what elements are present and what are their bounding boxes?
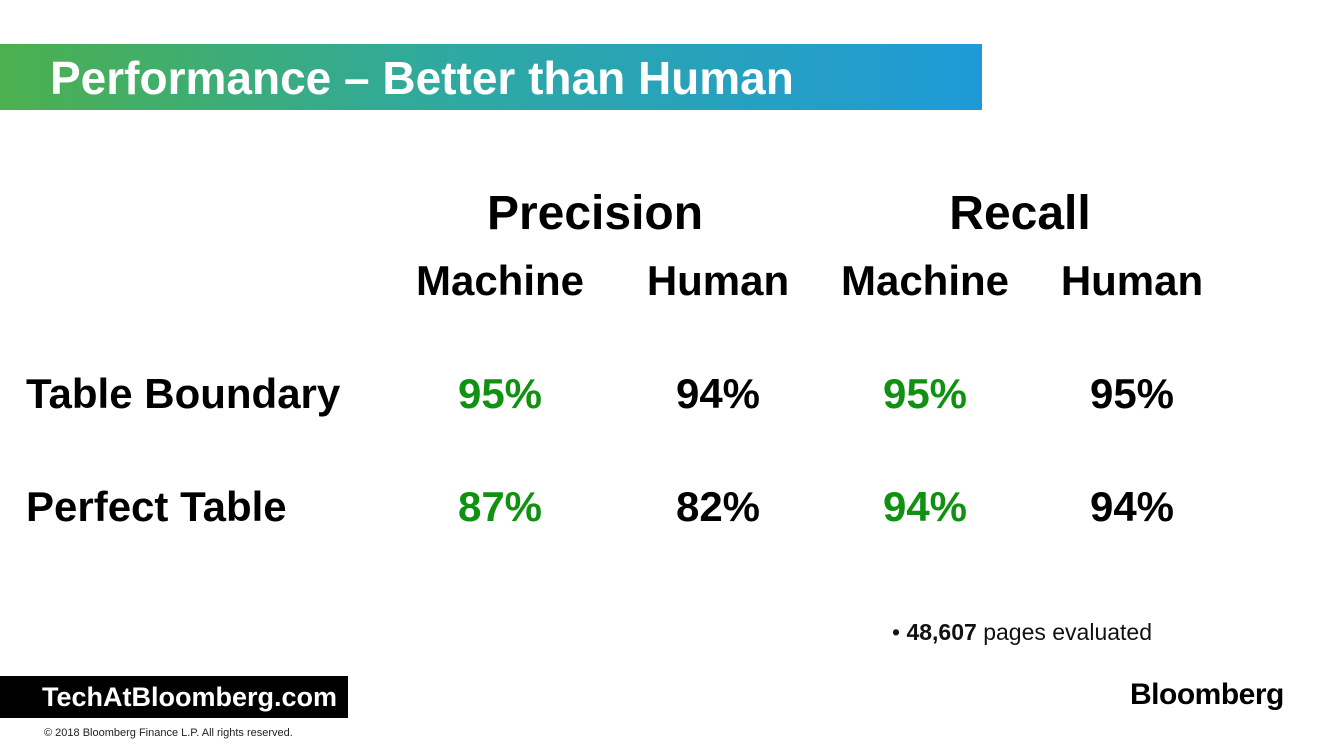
perfect-table-recall-human: 94% [1089,483,1175,530]
table-boundary-recall-human: 95% [1089,370,1175,417]
precision-header: Precision [486,187,704,240]
perfect-table-precision-human: 82% [675,483,761,530]
bloomberg-logo: Bloomberg [1130,678,1284,711]
table-boundary-precision-human: 94% [675,370,761,417]
row-label-perfect-table: Perfect Table [26,483,287,530]
precision-human-header: Human [646,257,790,304]
tech-site-link[interactable]: TechAtBloomberg.com [42,682,338,712]
table-boundary-precision-machine: 95% [457,370,543,417]
tech-site-banner [0,676,348,718]
note-text: pages evaluated [976,619,1153,645]
pages-evaluated-note: • 48,607 pages evaluated [892,617,1152,647]
copyright-notice: © 2018 Bloomberg Finance L.P. All rights… [44,727,293,739]
recall-header: Recall [949,187,1091,240]
perfect-table-recall-machine: 94% [882,483,968,530]
pages-count: 48,607 [906,619,977,645]
table-boundary-recall-machine: 95% [882,370,968,417]
perfect-table-precision-machine: 87% [457,483,543,530]
recall-machine-header: Machine [840,257,1010,304]
recall-human-header: Human [1060,257,1204,304]
row-label-table-boundary: Table Boundary [26,370,341,417]
slide-title: Performance – Better than Human [50,52,794,104]
bullet: • [892,619,901,645]
title-banner [0,44,982,110]
precision-machine-header: Machine [415,257,585,304]
